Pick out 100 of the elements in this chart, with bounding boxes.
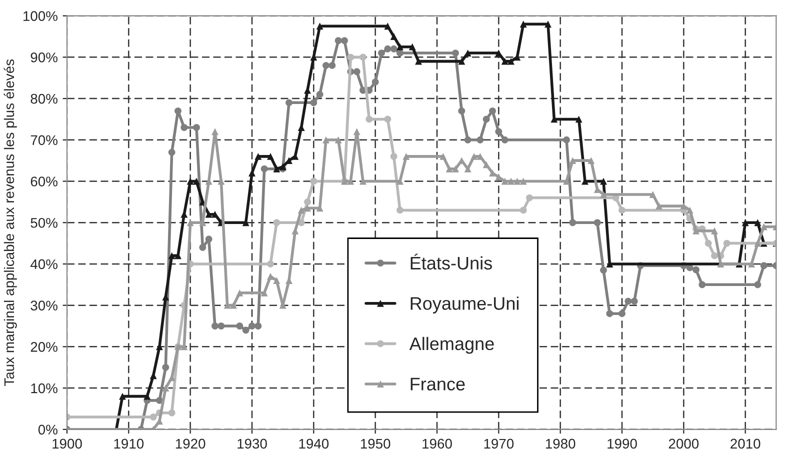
point xyxy=(347,54,354,61)
point xyxy=(594,219,601,226)
point xyxy=(396,50,404,57)
y-tick-label: 70% xyxy=(30,135,58,146)
y-tick-label: 0% xyxy=(38,424,58,435)
point xyxy=(396,206,404,214)
point xyxy=(174,107,182,114)
legend-label: France xyxy=(410,378,465,390)
point xyxy=(624,298,632,305)
point xyxy=(168,148,176,156)
point xyxy=(390,45,398,52)
point xyxy=(630,298,638,305)
point xyxy=(396,43,404,50)
point xyxy=(569,219,576,226)
point xyxy=(366,116,373,123)
point xyxy=(150,414,157,420)
point xyxy=(205,210,212,218)
point xyxy=(563,136,570,144)
point xyxy=(186,178,194,185)
x-tick-label: 1940 xyxy=(299,438,329,449)
x-tick-label: 1960 xyxy=(422,438,452,449)
point xyxy=(458,58,466,65)
point xyxy=(254,322,262,330)
point xyxy=(495,50,502,57)
point xyxy=(742,219,749,226)
point xyxy=(360,54,366,61)
x-tick-label: 1980 xyxy=(546,438,576,449)
point xyxy=(390,33,398,40)
point xyxy=(341,37,348,44)
point xyxy=(180,124,188,131)
point xyxy=(168,409,176,416)
point xyxy=(316,90,324,98)
y-tick-label: 40% xyxy=(30,259,58,270)
point xyxy=(458,107,466,114)
point xyxy=(415,58,422,65)
point xyxy=(384,45,392,52)
point xyxy=(723,240,730,247)
y-tick-label: 20% xyxy=(30,342,58,352)
x-tick-label: 1930 xyxy=(238,438,267,449)
point xyxy=(575,116,582,123)
point xyxy=(520,206,527,214)
point xyxy=(501,58,508,65)
legend-label: États-Unis xyxy=(410,254,492,270)
point xyxy=(520,20,527,28)
point xyxy=(408,43,416,50)
point xyxy=(212,210,218,218)
point xyxy=(372,78,379,86)
point xyxy=(495,128,502,136)
point xyxy=(236,322,244,330)
point xyxy=(218,322,225,330)
point xyxy=(452,50,459,57)
x-tick-label: 1920 xyxy=(176,438,206,449)
point xyxy=(711,252,718,260)
point xyxy=(322,62,330,69)
point xyxy=(760,262,768,270)
y-tick-label: 90% xyxy=(30,52,58,62)
point xyxy=(692,266,700,274)
legend-label: Allemagne xyxy=(409,336,494,354)
y-tick-label: 100% xyxy=(23,11,58,21)
legend-label: Royaume-Uni xyxy=(410,296,518,314)
point xyxy=(464,136,472,144)
point xyxy=(476,136,484,144)
point xyxy=(754,281,762,288)
point xyxy=(193,124,200,131)
y-tick-label: 50% xyxy=(30,218,58,228)
x-tick-label: 2010 xyxy=(730,438,760,449)
point xyxy=(260,165,268,172)
y-tick-label: 30% xyxy=(30,300,58,310)
point xyxy=(544,20,552,28)
point xyxy=(606,310,614,318)
x-tick-label: 1990 xyxy=(608,438,637,449)
point xyxy=(286,99,292,106)
point xyxy=(254,152,262,160)
point xyxy=(384,22,392,30)
y-tick-label: 10% xyxy=(31,383,58,394)
point xyxy=(212,322,218,330)
point xyxy=(162,364,170,371)
point xyxy=(242,326,250,334)
x-tick-label: 1900 xyxy=(52,438,82,449)
point xyxy=(489,107,496,114)
point xyxy=(384,116,392,123)
point xyxy=(316,22,324,30)
point xyxy=(267,152,274,160)
point xyxy=(600,266,607,274)
x-tick-label: 1950 xyxy=(360,438,390,449)
point xyxy=(328,62,336,69)
point xyxy=(501,136,508,144)
point xyxy=(482,116,490,123)
point xyxy=(205,236,212,243)
point xyxy=(304,198,311,206)
point xyxy=(273,165,280,172)
point xyxy=(754,219,762,226)
y-axis-title: Taux marginal applicable aux revenus les plus élevés xyxy=(4,59,17,386)
x-tick-label: 2000 xyxy=(668,438,699,449)
point xyxy=(698,281,706,288)
point xyxy=(248,170,256,176)
point xyxy=(378,50,385,57)
point xyxy=(353,68,360,76)
point xyxy=(704,240,712,247)
point xyxy=(199,244,206,251)
